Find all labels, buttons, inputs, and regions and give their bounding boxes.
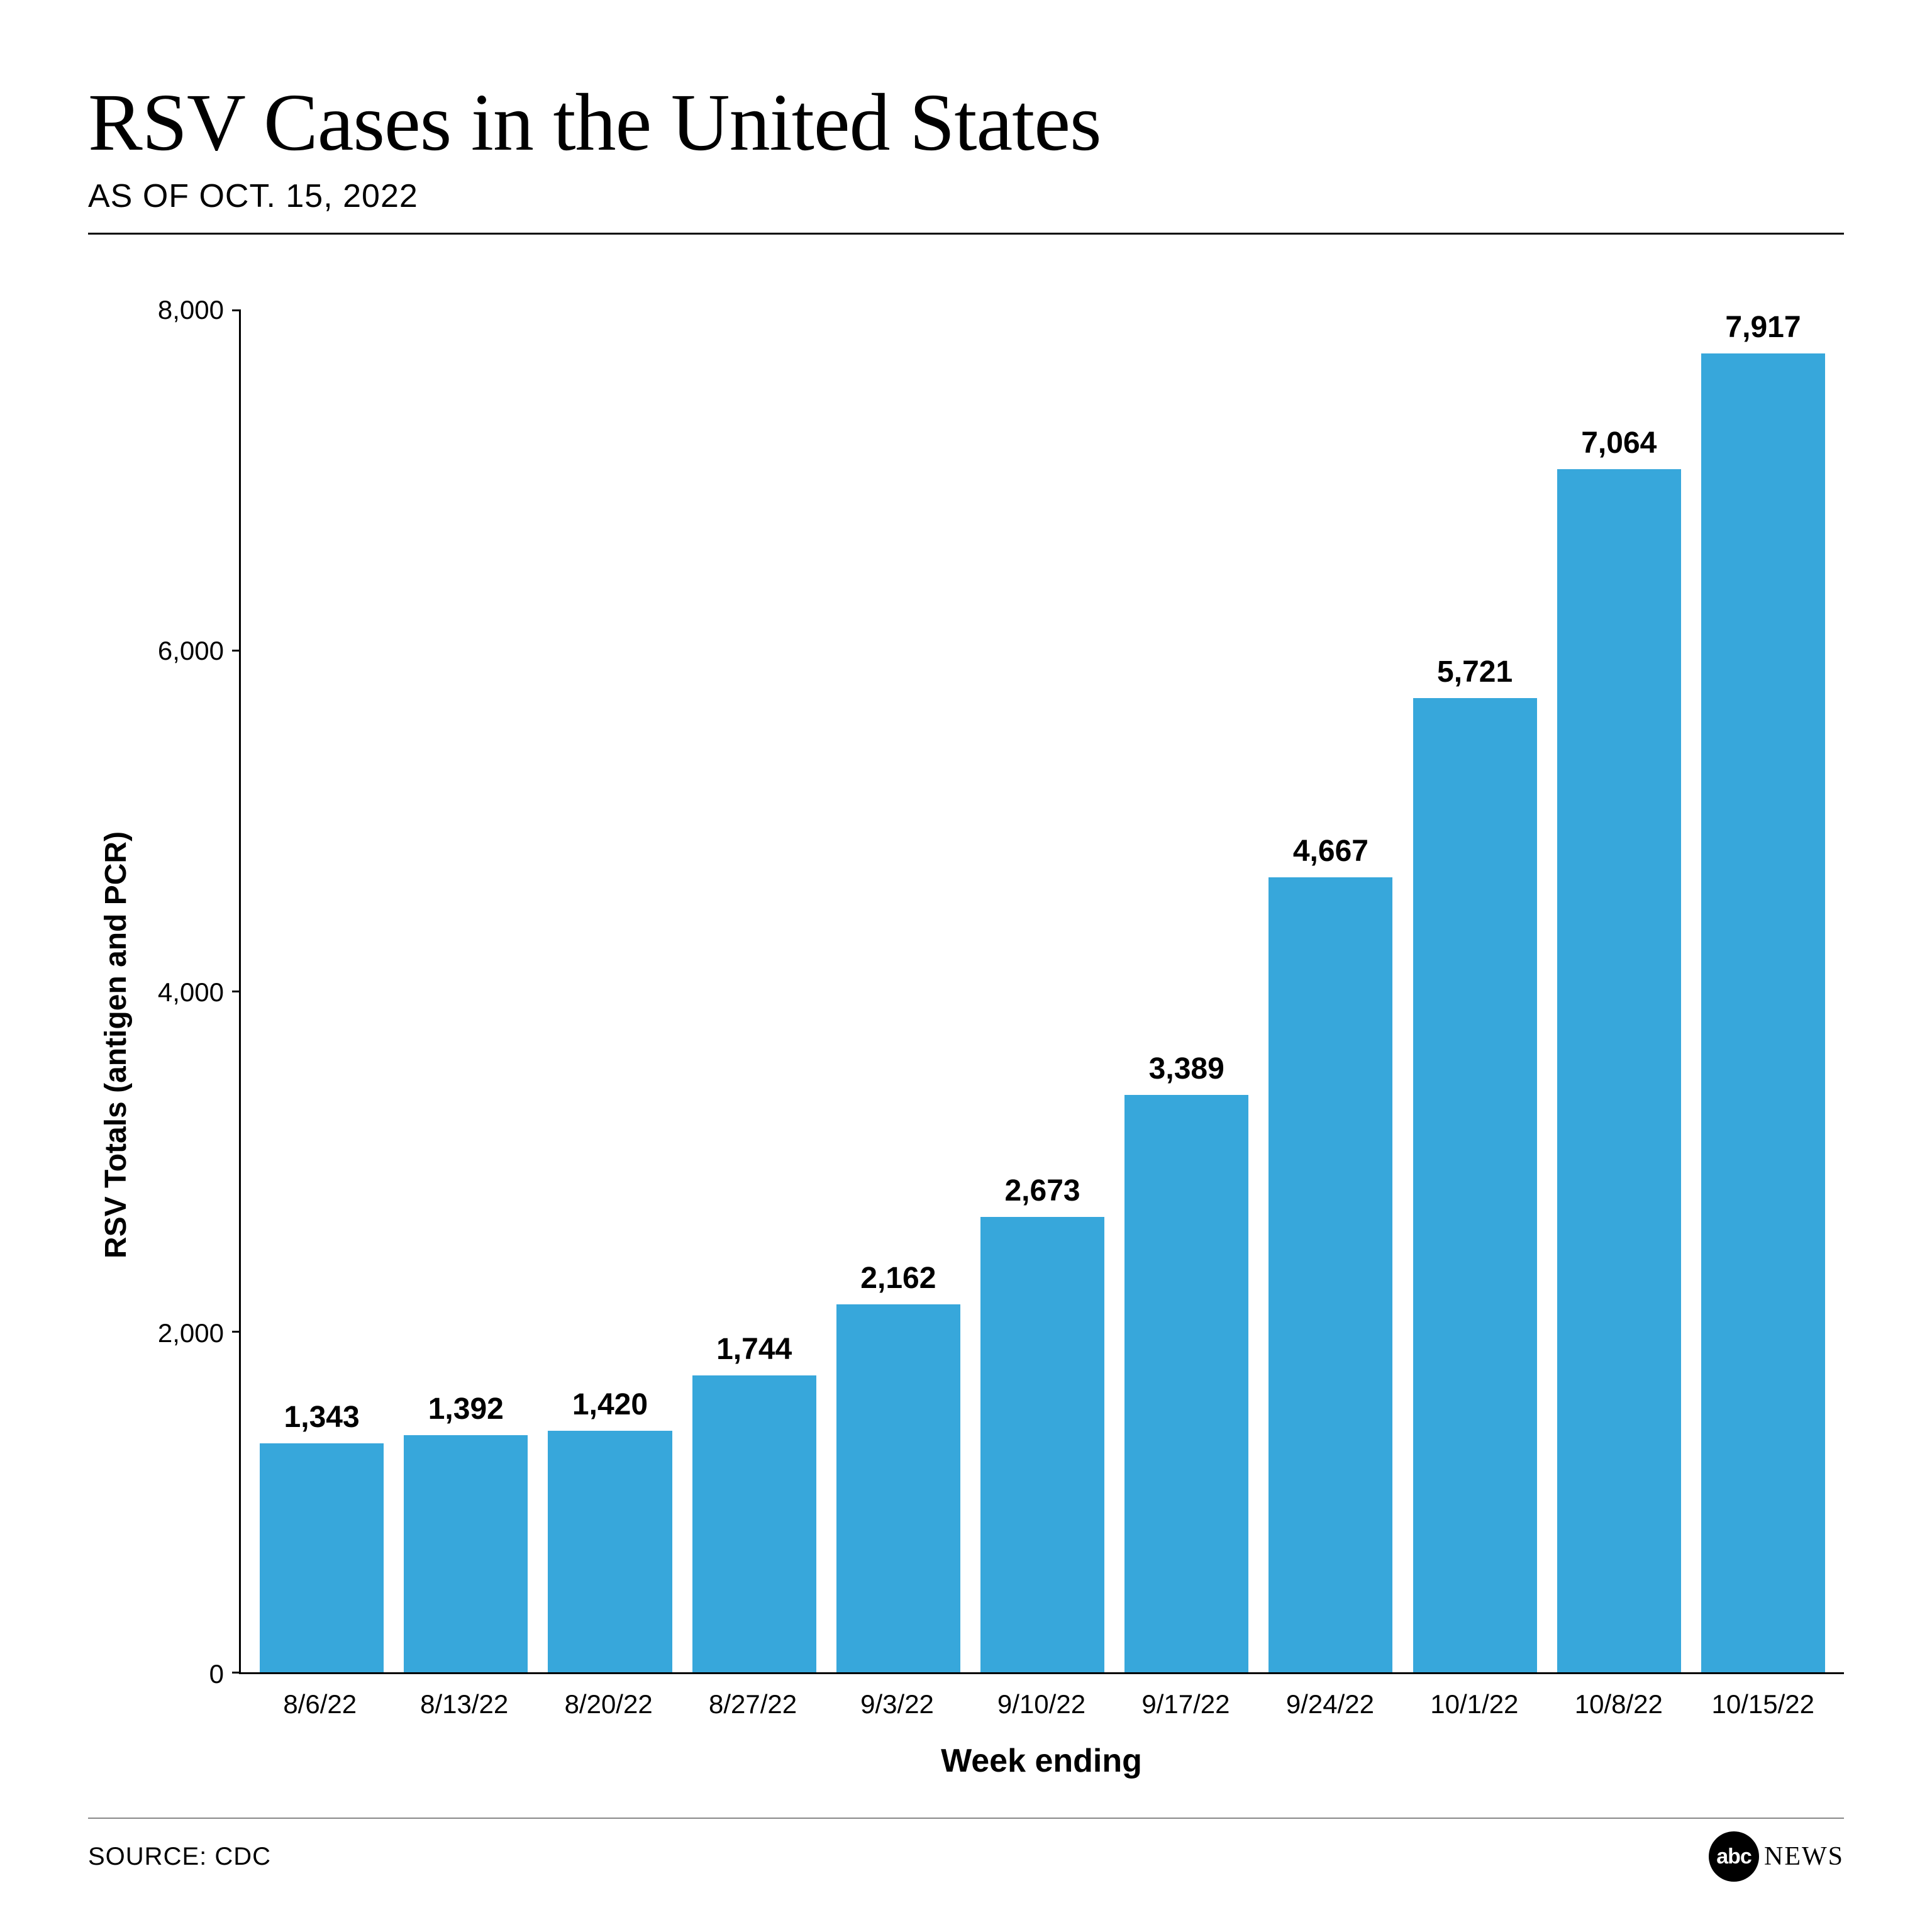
xtick-label: 8/27/22 [680, 1674, 824, 1719]
ytick-mark [232, 1672, 241, 1674]
bar-slot: 3,389 [1114, 310, 1258, 1672]
xtick-label: 10/8/22 [1546, 1674, 1690, 1719]
source-label: SOURCE: CDC [88, 1843, 271, 1871]
bar-slot: 7,917 [1691, 310, 1835, 1672]
bar-slot: 7,064 [1547, 310, 1691, 1672]
bar [1701, 353, 1825, 1672]
footer-rule [88, 1818, 1844, 1819]
bar [980, 1217, 1104, 1672]
bar-slot: 4,667 [1258, 310, 1402, 1672]
bar-value-label: 1,744 [716, 1332, 792, 1367]
chart-area: RSV Totals (antigen and PCR) 0 2,000 4,000… [88, 310, 1844, 1780]
bar-slot: 1,343 [250, 310, 394, 1672]
yaxis-label-column: RSV Totals (antigen and PCR) [88, 310, 145, 1780]
header-rule [88, 233, 1844, 235]
bar-value-label: 1,392 [428, 1392, 504, 1426]
xtick-label: 9/24/22 [1258, 1674, 1402, 1719]
bar-value-label: 1,420 [572, 1387, 648, 1422]
plot-column: 02,0004,0006,0008,000 1,3431,3921,4201,7… [145, 310, 1844, 1780]
ytick-label: 0 [209, 1659, 224, 1689]
ytick-mark [232, 650, 241, 652]
xtick-label: 8/13/22 [392, 1674, 536, 1719]
ytick-label: 6,000 [158, 636, 224, 666]
plot-row: 02,0004,0006,0008,000 1,3431,3921,4201,7… [145, 310, 1844, 1674]
yaxis-label: RSV Totals (antigen and PCR) [99, 831, 134, 1258]
abc-logo-icon: abc [1709, 1831, 1759, 1882]
bar-value-label: 7,917 [1725, 310, 1801, 345]
bar [260, 1443, 384, 1672]
bar [1413, 698, 1537, 1672]
ytick-label: 8,000 [158, 295, 224, 325]
bar-slot: 2,673 [970, 310, 1114, 1672]
bar [836, 1304, 960, 1672]
bars-container: 1,343 1,392 1,420 1,744 2,162 2,673 3,389 4,667… [241, 310, 1844, 1672]
bar [548, 1431, 672, 1672]
xtick-label: 9/3/22 [825, 1674, 969, 1719]
ytick-label: 4,000 [158, 977, 224, 1008]
xtick-label: 10/1/22 [1402, 1674, 1546, 1719]
bar-slot: 5,721 [1403, 310, 1547, 1672]
ytick-mark [232, 309, 241, 311]
xtick-label: 8/6/22 [248, 1674, 392, 1719]
chart-title: RSV Cases in the United States [88, 75, 1844, 170]
bar-value-label: 2,162 [860, 1261, 936, 1296]
bar [692, 1375, 816, 1672]
bar-value-label: 4,667 [1293, 834, 1368, 869]
bar-slot: 1,392 [394, 310, 538, 1672]
axis-box: 1,343 1,392 1,420 1,744 2,162 2,673 3,389 4,667… [239, 310, 1844, 1674]
bar-value-label: 7,064 [1581, 426, 1657, 460]
xtick-label: 8/20/22 [536, 1674, 680, 1719]
bar-value-label: 5,721 [1437, 655, 1513, 689]
bar-slot: 1,744 [682, 310, 826, 1672]
bar-value-label: 2,673 [1004, 1174, 1080, 1208]
ytick-mark [232, 1331, 241, 1333]
ytick-label: 2,000 [158, 1318, 224, 1348]
xaxis-label: Week ending [239, 1742, 1844, 1780]
chart-subtitle: AS OF OCT. 15, 2022 [88, 177, 1844, 215]
news-logo-text: NEWS [1764, 1841, 1844, 1872]
bar-slot: 1,420 [538, 310, 682, 1672]
ytick-column: 02,0004,0006,0008,000 [145, 310, 239, 1674]
bar [1124, 1095, 1248, 1672]
ytick-mark [232, 991, 241, 992]
bar-slot: 2,162 [826, 310, 970, 1672]
xtick-label: 10/15/22 [1691, 1674, 1835, 1719]
bar-value-label: 1,343 [284, 1400, 360, 1435]
bar-value-label: 3,389 [1149, 1052, 1224, 1086]
bar [1269, 877, 1392, 1672]
xtick-label: 9/17/22 [1114, 1674, 1258, 1719]
page-container: RSV Cases in the United States AS OF OCT… [0, 0, 1932, 1932]
xtick-row: 8/6/228/13/228/20/228/27/229/3/229/10/22… [239, 1674, 1844, 1719]
footer: SOURCE: CDC abc NEWS [88, 1818, 1844, 1882]
bar [404, 1435, 528, 1672]
bar [1557, 469, 1681, 1672]
abc-news-logo: abc NEWS [1709, 1831, 1844, 1882]
xtick-label: 9/10/22 [969, 1674, 1113, 1719]
footer-row: SOURCE: CDC abc NEWS [88, 1831, 1844, 1882]
